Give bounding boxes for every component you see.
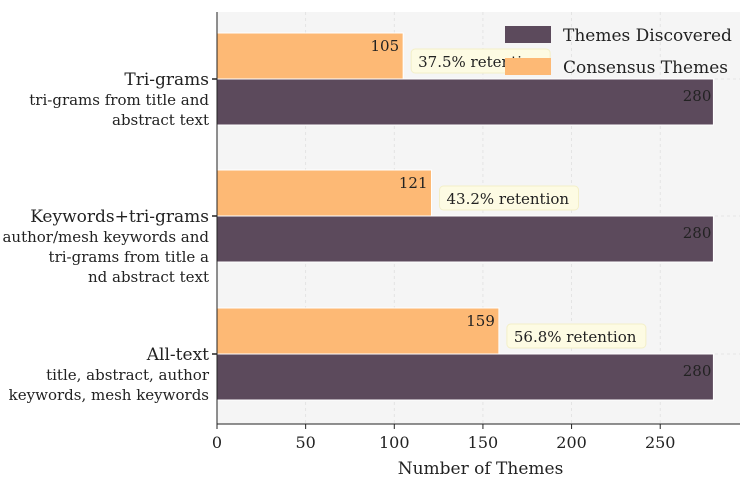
value-label-discovered: 280 bbox=[683, 362, 712, 380]
retention-box-0 bbox=[506, 323, 647, 349]
bar-discovered-0 bbox=[216, 353, 714, 401]
y-category-description: title, abstract, author bbox=[46, 366, 210, 384]
value-label-discovered: 280 bbox=[683, 224, 712, 242]
value-label-discovered: 280 bbox=[683, 87, 712, 105]
bar-consensus-1 bbox=[216, 169, 433, 217]
y-category-description: tri-grams from title and bbox=[29, 91, 209, 109]
value-label-consensus: 105 bbox=[371, 37, 400, 55]
bar-discovered-2 bbox=[216, 78, 714, 126]
x-tick-label: 250 bbox=[645, 433, 676, 452]
x-axis-title: Number of Themes bbox=[398, 459, 564, 479]
retention-box-1 bbox=[439, 185, 580, 211]
legend-label-consensus: Consensus Themes bbox=[563, 58, 728, 78]
bar-discovered-1 bbox=[216, 215, 714, 263]
y-category-name: All-text bbox=[146, 345, 209, 365]
x-tick-label: 50 bbox=[295, 433, 315, 452]
y-category-name: Keywords+tri-grams bbox=[30, 207, 209, 227]
y-category-description: nd abstract text bbox=[88, 268, 209, 286]
legend-swatch-discovered bbox=[505, 26, 551, 43]
y-category-name: Tri-grams bbox=[124, 70, 209, 90]
x-tick-label: 100 bbox=[379, 433, 410, 452]
retention-label: 56.8% retention bbox=[514, 328, 637, 346]
y-category-description: keywords, mesh keywords bbox=[9, 386, 209, 404]
x-tick-label: 0 bbox=[212, 433, 222, 452]
x-tick-label: 150 bbox=[468, 433, 499, 452]
legend-swatch-consensus bbox=[505, 58, 551, 75]
retention-label: 43.2% retention bbox=[447, 190, 570, 208]
value-label-consensus: 121 bbox=[399, 174, 428, 192]
x-tick-label: 200 bbox=[556, 433, 587, 452]
bar-consensus-0 bbox=[216, 307, 500, 355]
y-category-description: abstract text bbox=[112, 111, 209, 129]
legend-label-discovered: Themes Discovered bbox=[563, 26, 732, 46]
y-category-description: tri-grams from title a bbox=[49, 248, 210, 266]
value-label-consensus: 159 bbox=[466, 312, 495, 330]
y-category-description: author/mesh keywords and bbox=[2, 228, 209, 246]
